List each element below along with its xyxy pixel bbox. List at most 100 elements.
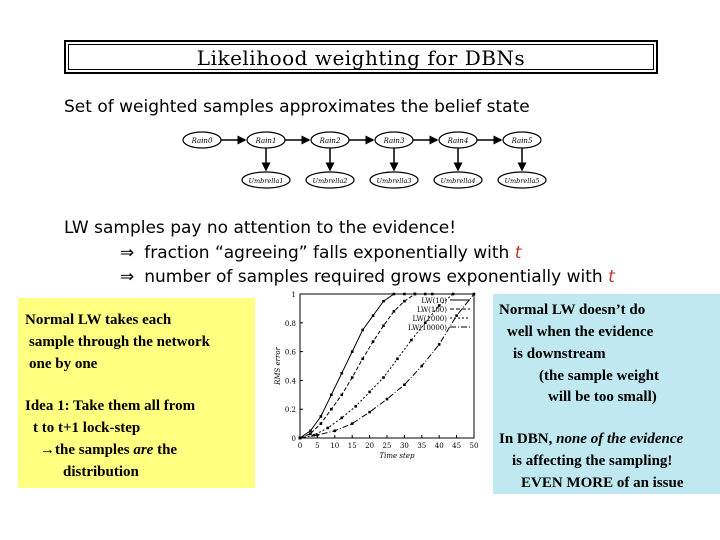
yellow-line-3: one by one [29, 356, 98, 372]
data-point [451, 292, 455, 296]
data-point [382, 376, 385, 379]
bullet-2-text: number of samples required grows exponen… [144, 267, 603, 287]
x-tick-label: 20 [365, 442, 374, 450]
legend-entry: LW(10000) [408, 324, 447, 332]
rain-node-label: Rain0 [191, 137, 213, 145]
data-point [371, 340, 375, 343]
data-point [340, 416, 344, 420]
data-point [437, 304, 441, 307]
cyan-line-5: will be too small) [548, 389, 657, 405]
lw-heading: LW samples pay no attention to the evide… [64, 218, 457, 238]
data-point [472, 292, 476, 296]
x-tick-label: 10 [330, 442, 339, 450]
cyan-line-2: well when the evidence [507, 324, 654, 340]
x-tick-label: 45 [452, 442, 461, 450]
data-point [319, 415, 323, 418]
rain-node [310, 131, 350, 149]
slide-title: Likelihood weighting for DBNs [196, 46, 526, 70]
data-point [403, 292, 406, 296]
x-tick-label: 35 [417, 442, 426, 450]
data-point [392, 292, 396, 296]
data-point [413, 292, 417, 296]
cyan-line-8: EVEN MORE of an issue [521, 475, 684, 491]
y-axis-label: RMS error [274, 346, 282, 386]
bullet-2: ⇒ number of samples required grows expone… [120, 267, 615, 287]
data-point [368, 410, 371, 414]
rain-node [246, 131, 286, 149]
cyan-line-7: is affecting the sampling! [512, 453, 673, 469]
yellow-line-2: sample through the network [29, 334, 210, 350]
x-tick-label: 25 [383, 442, 392, 450]
data-point [368, 390, 371, 394]
implies-icon: ⇒ [120, 267, 135, 287]
y-tick-label: 1 [292, 291, 296, 299]
x-tick-label: 50 [470, 442, 479, 450]
data-point [326, 426, 330, 430]
data-point [333, 429, 337, 433]
data-point [298, 436, 302, 440]
umbrella-node [369, 171, 419, 189]
legend-entry: LW(1000) [412, 315, 447, 323]
series-line-3 [299, 293, 454, 439]
title-box: Likelihood weighting for DBNs [64, 40, 658, 74]
umbrella-node [433, 171, 483, 189]
legend-entry: LW(10) [421, 297, 447, 305]
data-point [437, 343, 441, 346]
data-point [361, 357, 364, 361]
legend-entry: LW(100) [417, 306, 447, 314]
data-point [455, 314, 458, 317]
data-point [350, 376, 354, 379]
y-tick-label: 0.6 [285, 349, 297, 357]
rain-node-label: Rain2 [319, 137, 341, 145]
yellow-idea-4: distribution [63, 464, 139, 480]
data-point [403, 299, 406, 303]
umbrella-node-label: Umbrella2 [313, 177, 348, 185]
data-point [361, 328, 364, 332]
arrow-icon: → [40, 442, 55, 458]
y-tick-label: 0.4 [285, 377, 297, 385]
yellow-idea-1: Idea 1: Take them all from [25, 398, 196, 414]
x-tick-label: 40 [435, 442, 444, 450]
rain-node-label: Rain5 [511, 137, 533, 145]
cyan-line-4: (the sample weight [539, 368, 659, 384]
x-axis-label: Time step [380, 452, 415, 460]
data-point [340, 371, 344, 375]
cyan-note: Normal LW doesn’t do well when the evide… [493, 294, 720, 494]
data-point [330, 407, 333, 411]
umbrella-node [497, 171, 547, 189]
rain-node [182, 131, 222, 149]
umbrella-node-label: Umbrella5 [505, 177, 540, 185]
umbrella-node-label: Umbrella4 [441, 177, 476, 185]
x-tick-label: 30 [400, 442, 409, 450]
series-line-4 [299, 293, 475, 439]
bullet-1: ⇒ fraction “agreeing” falls exponentially… [120, 243, 521, 263]
cyan-line-1: Normal LW doesn’t do [499, 302, 646, 318]
data-point [385, 397, 389, 401]
rain-node [438, 131, 478, 149]
data-point [350, 422, 354, 425]
rain-node [374, 131, 414, 149]
data-point [309, 432, 312, 435]
data-point [382, 299, 385, 303]
umbrella-node [241, 171, 291, 189]
data-point [423, 292, 427, 296]
bullet-1-text: fraction “agreeing” falls exponentially … [144, 243, 510, 263]
data-point [330, 393, 333, 397]
data-point [371, 314, 375, 317]
data-point [430, 292, 434, 296]
data-point [350, 350, 354, 353]
umbrella-node-label: Umbrella3 [377, 177, 412, 185]
umbrella-node-label: Umbrella1 [249, 177, 284, 185]
data-point [354, 405, 357, 408]
x-tick-label: 5 [315, 442, 319, 450]
rain-node-label: Rain1 [255, 137, 277, 145]
yellow-note: Normal LW takes each sample through the … [18, 298, 255, 488]
dbn-diagram: Rain0 Rain1 Rain2 Rain3 Rain4 Rain5 Umbrella1 U… [182, 131, 547, 189]
y-tick-label: 0.8 [285, 320, 296, 328]
data-point [423, 321, 427, 325]
cyan-line-3: is downstream [513, 346, 606, 362]
yellow-idea-2: t to t+1 lock-step [33, 420, 141, 436]
data-point [312, 433, 316, 437]
y-tick-label: 0.2 [285, 406, 296, 414]
